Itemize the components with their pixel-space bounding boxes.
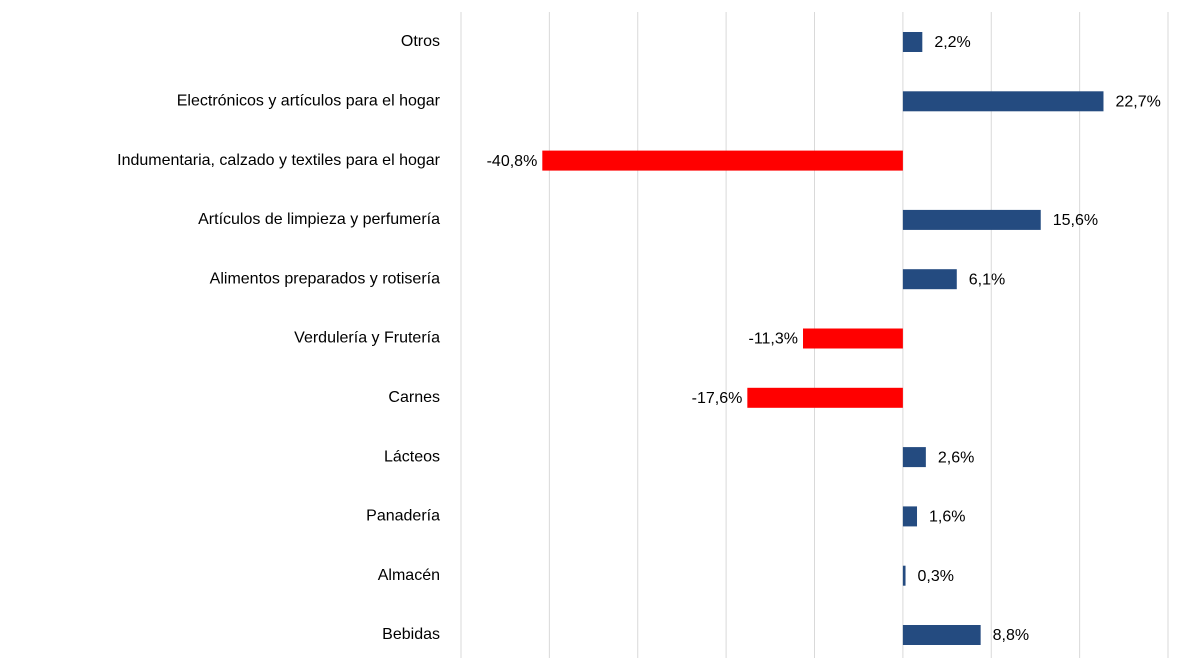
data-label: -11,3% <box>748 331 798 348</box>
y-tick-label: Almacén <box>378 567 440 584</box>
data-label: 15,6% <box>1053 212 1098 229</box>
y-tick-label: Carnes <box>388 389 440 406</box>
y-tick-label: Bebidas <box>382 626 440 643</box>
data-label: 6,1% <box>969 271 1005 288</box>
bar <box>902 625 981 645</box>
y-tick-label: Lácteos <box>384 448 440 465</box>
y-tick-label: Verdulería y Frutería <box>294 330 440 347</box>
bar <box>803 328 903 349</box>
y-tick-label: Panadería <box>366 508 440 525</box>
bar <box>542 150 903 171</box>
bar <box>902 565 906 586</box>
bar <box>902 209 1041 230</box>
data-label: 8,8% <box>993 627 1029 644</box>
bar <box>902 32 923 52</box>
y-tick-label: Alimentos preparados y rotisería <box>210 270 440 287</box>
data-label: 1,6% <box>929 509 965 526</box>
bar <box>902 447 926 468</box>
data-label: 2,2% <box>934 34 970 51</box>
bar <box>902 269 957 290</box>
data-label: 22,7% <box>1115 94 1160 111</box>
data-label: 0,3% <box>918 568 954 585</box>
bar <box>902 506 918 527</box>
y-tick-label: Otros <box>401 33 440 50</box>
y-tick-label: Indumentaria, calzado y textiles para el… <box>117 152 441 169</box>
y-tick-label: Artículos de limpieza y perfumería <box>198 211 440 228</box>
data-label: 2,6% <box>938 449 974 466</box>
bar <box>902 91 1104 112</box>
data-label: -40,8% <box>487 153 538 170</box>
bar <box>747 387 903 408</box>
y-tick-label: Electrónicos y artículos para el hogar <box>177 93 441 110</box>
data-label: -17,6% <box>692 390 743 407</box>
